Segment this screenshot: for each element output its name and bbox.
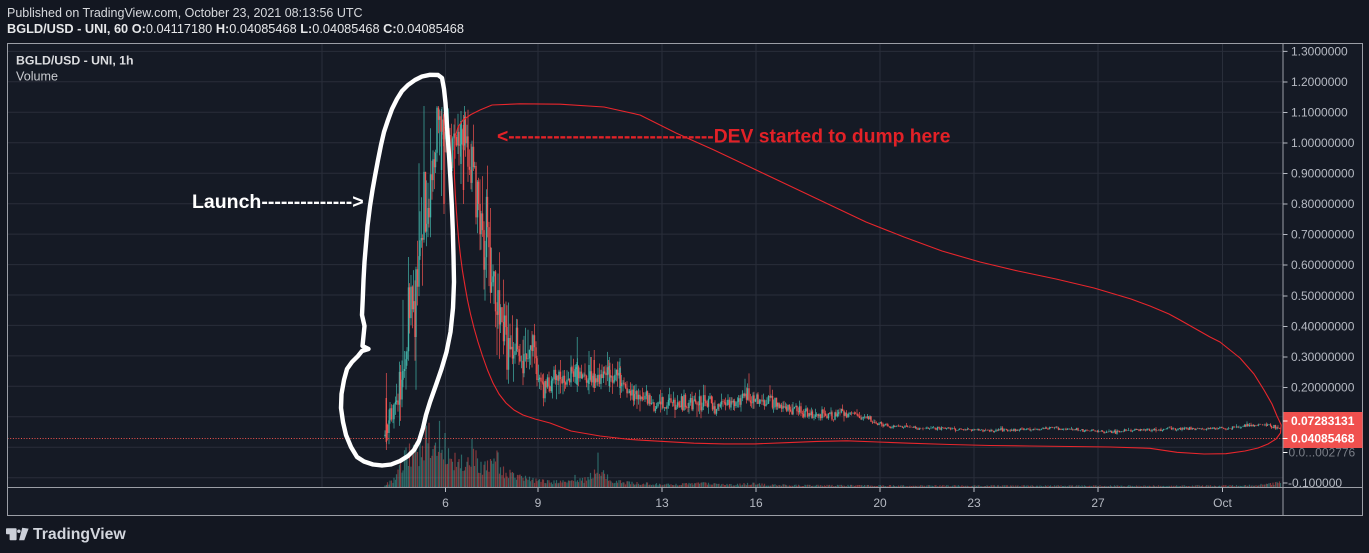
svg-text:0.70000000: 0.70000000 [1291,228,1355,242]
svg-text:23: 23 [967,496,981,510]
svg-text:1.2000000: 1.2000000 [1291,75,1348,89]
svg-text:0.60000000: 0.60000000 [1291,258,1355,272]
svg-text:TradingView: TradingView [33,526,126,543]
svg-text:0.20000000: 0.20000000 [1291,381,1355,395]
svg-text:9: 9 [535,496,542,510]
svg-text:16: 16 [749,496,763,510]
svg-text:0.0...002776: 0.0...002776 [1289,446,1356,460]
svg-text:27: 27 [1091,496,1105,510]
svg-text:0.40000000: 0.40000000 [1291,320,1355,334]
svg-text:BGLD/USD - UNI, 60 O:0.0411718: BGLD/USD - UNI, 60 O:0.04117180 H:0.0408… [7,21,464,36]
svg-text:1.1000000: 1.1000000 [1291,106,1348,120]
svg-text:Volume: Volume [16,70,58,84]
svg-text:0.04085468: 0.04085468 [1291,432,1355,446]
svg-text:6: 6 [442,496,449,510]
svg-text:0.80000000: 0.80000000 [1291,197,1355,211]
svg-text:20: 20 [873,496,887,510]
svg-text:0.07283131: 0.07283131 [1291,414,1355,428]
svg-text:-0.100000: -0.100000 [1288,476,1342,490]
svg-text:Published on TradingView.com,: Published on TradingView.com, October 23… [7,6,363,20]
svg-text:1.3000000: 1.3000000 [1291,45,1348,59]
svg-text:BGLD/USD - UNI, 1h: BGLD/USD - UNI, 1h [16,54,134,68]
svg-text:0.30000000: 0.30000000 [1291,350,1355,364]
svg-text:0.50000000: 0.50000000 [1291,289,1355,303]
svg-text:Oct: Oct [1213,496,1232,510]
svg-text:0.90000000: 0.90000000 [1291,167,1355,181]
svg-text:Launch-------------->: Launch--------------> [192,191,364,213]
svg-text:1.00000000: 1.00000000 [1291,136,1355,150]
svg-text:13: 13 [655,496,669,510]
svg-text:<-----------------------------: <--------------------------------DEV sta… [497,127,951,148]
